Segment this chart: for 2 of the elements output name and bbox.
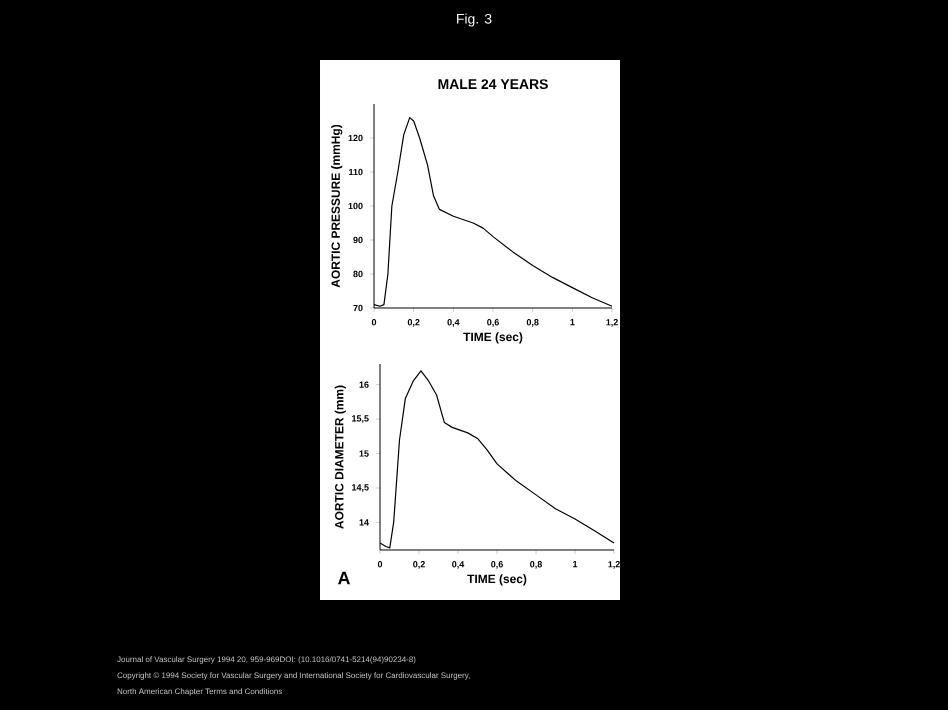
text: A bbox=[337, 571, 350, 585]
line-series bbox=[379, 370, 615, 549]
